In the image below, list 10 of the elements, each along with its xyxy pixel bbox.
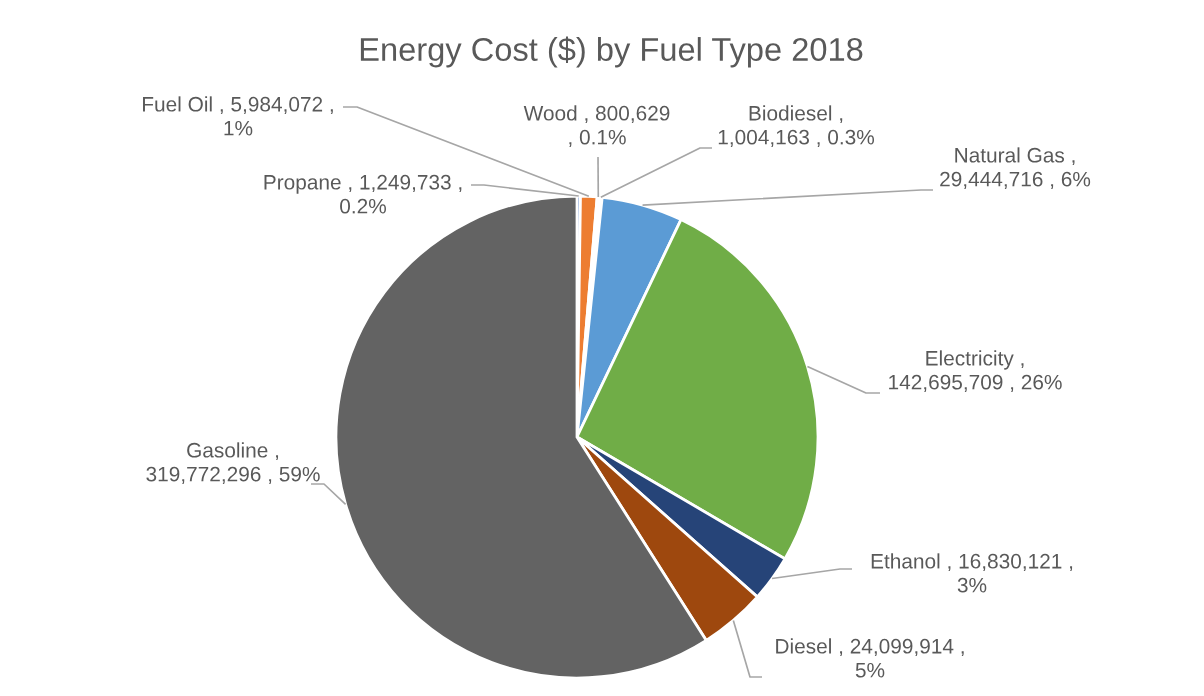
chart-title: Energy Cost ($) by Fuel Type 2018 (360, 36, 863, 68)
slice-label: Gasoline , 319,772,296 , 59% (146, 442, 320, 485)
slice-label: Natural Gas , 29,444,716 , 6% (940, 147, 1091, 190)
slice-label: Fuel Oil , 5,984,072 , 1% (143, 96, 333, 136)
slice-label: Ethanol , 16,830,121 , 3% (871, 553, 1073, 593)
slice-label: Wood , 800,629 , 0.1% (523, 105, 670, 148)
slice-label: Propane , 1,249,733 , 0.2% (264, 174, 462, 214)
slice-label: Electricity , 142,695,709 , 26% (889, 350, 1062, 393)
slice-label: Diesel , 24,099,914 , 5% (776, 638, 964, 678)
slice-label: Biodiesel , 1,004,163 , 0.3% (718, 105, 875, 148)
